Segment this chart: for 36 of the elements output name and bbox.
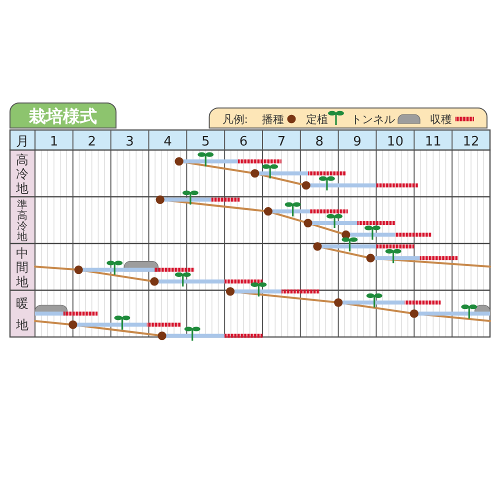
x-tick-label: 1 [50,134,58,150]
legend-title: 凡例: [222,113,248,126]
legend-label: 定植 [306,113,328,126]
bar [63,312,98,316]
x-tick-label: 7 [277,134,286,150]
y-tick-label: 中間地 [15,245,29,289]
x-tick-label: 12 [462,134,480,150]
x-tick-label: 9 [353,134,362,150]
bar [281,289,320,294]
bar [146,322,181,327]
y-tick-label: 高冷地 [15,152,29,196]
legend-label: トンネル [351,113,395,126]
x-tick-label: 8 [315,134,324,150]
y-tick-label: 準高冷地 [16,198,28,244]
x-tick-label: 6 [239,134,248,150]
x-tick-label: 11 [424,134,442,150]
x-axis-title: 月 [16,134,29,150]
bar [404,300,441,305]
y-tick-label: 暖地 [15,296,29,332]
legend-label: 収穫 [430,113,452,126]
x-tick-label: 5 [201,134,210,150]
x-tick-label: 4 [164,134,172,150]
x-tick-label: 3 [126,134,134,150]
bar [357,221,396,226]
bar [310,209,348,214]
chart-title: 栽培様式 [28,107,97,127]
x-tick-label: 2 [88,134,96,150]
legend-label: 播種 [262,113,284,126]
bar [420,256,458,260]
bar [224,279,262,284]
bar [224,334,262,338]
bar [211,198,240,202]
x-tick-label: 10 [386,134,404,150]
bar [154,268,194,272]
bar [395,232,432,237]
bar [376,244,414,248]
